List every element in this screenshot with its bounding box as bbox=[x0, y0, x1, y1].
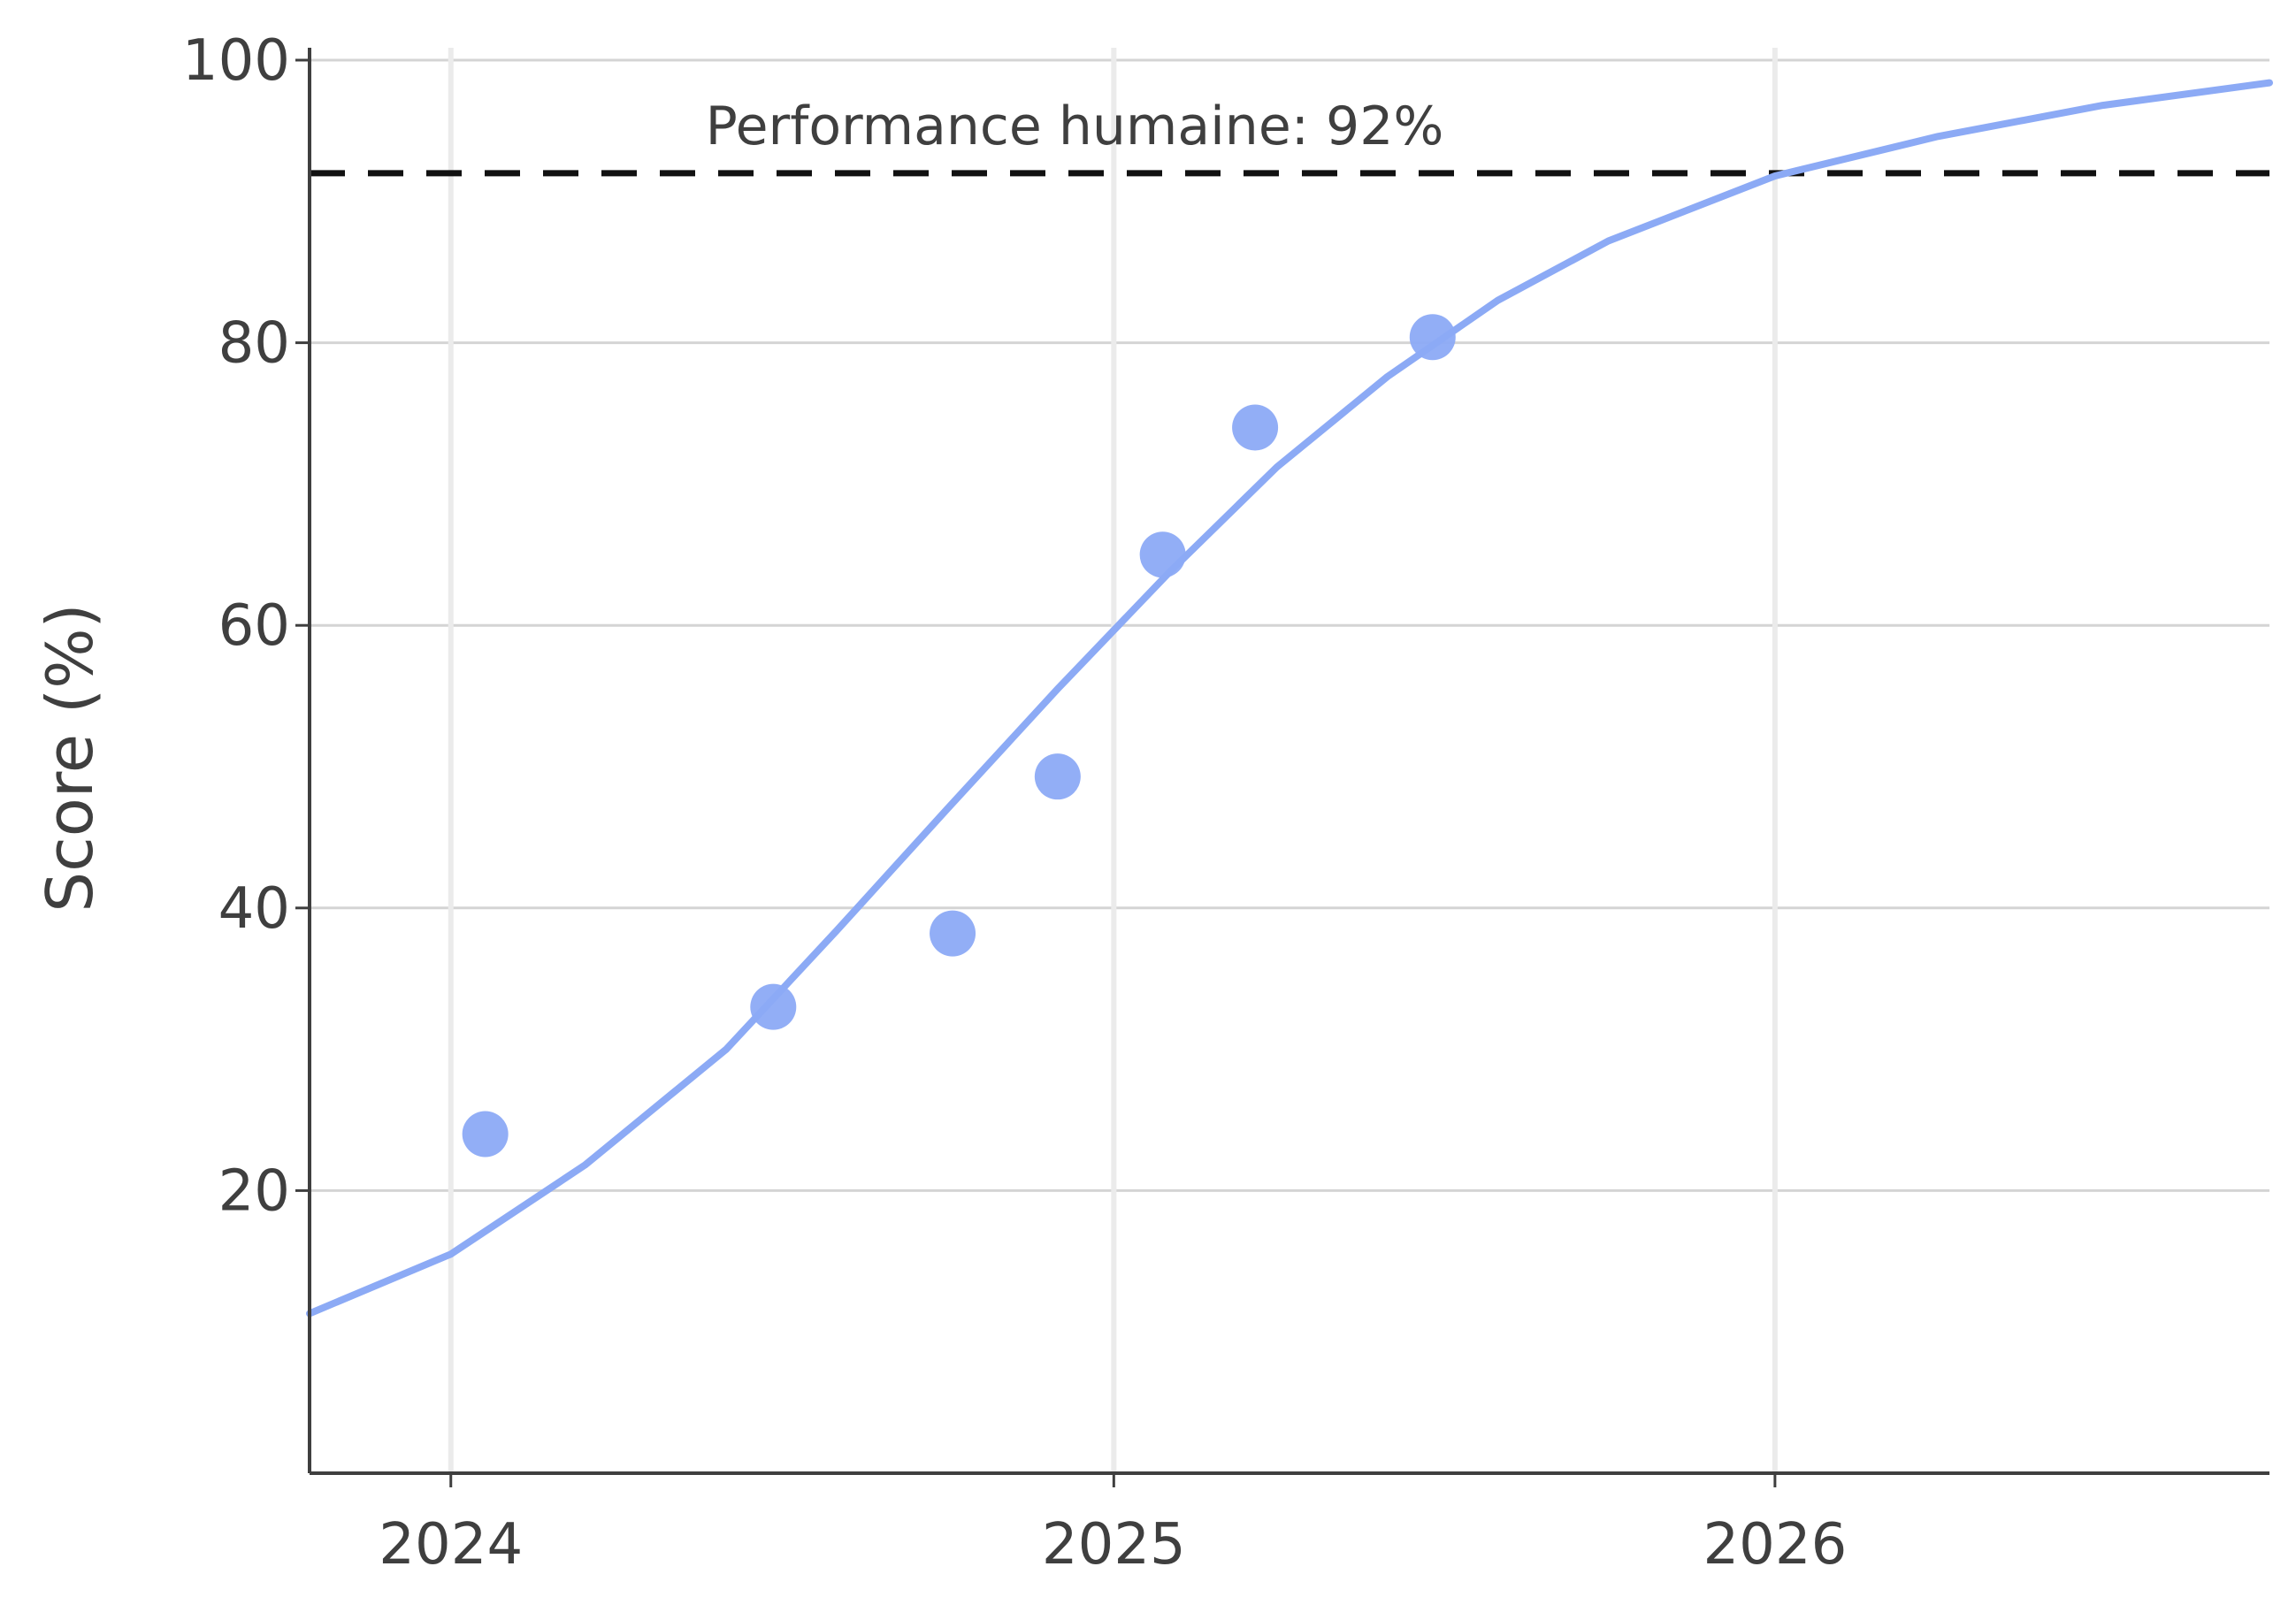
data-point bbox=[1409, 314, 1456, 361]
y-tick-label: 80 bbox=[218, 311, 290, 377]
data-point bbox=[1139, 531, 1186, 578]
y-tick-label: 60 bbox=[218, 593, 290, 659]
data-point bbox=[1232, 404, 1279, 451]
reference-line-label: Performance humaine: 92% bbox=[706, 96, 1444, 157]
y-axis-title: Score (%) bbox=[33, 603, 107, 912]
data-point bbox=[930, 910, 976, 957]
x-tick-label: 2024 bbox=[379, 1512, 523, 1578]
data-points-group bbox=[462, 314, 1456, 1158]
trend-line-group bbox=[306, 79, 2273, 1318]
data-point bbox=[462, 1111, 509, 1158]
trend-line bbox=[306, 79, 2273, 1318]
tick-labels: 20 40 60 80 100 2024 2025 2026 bbox=[182, 28, 1847, 1578]
x-tick-label: 2026 bbox=[1703, 1512, 1847, 1578]
axes bbox=[308, 48, 2269, 1475]
y-tick-label: 20 bbox=[218, 1158, 290, 1224]
x-tick-label: 2025 bbox=[1042, 1512, 1186, 1578]
data-point bbox=[1034, 753, 1081, 800]
data-point bbox=[750, 983, 797, 1030]
grid bbox=[295, 48, 2269, 1487]
y-tick-label: 40 bbox=[218, 876, 290, 942]
y-tick-label: 100 bbox=[182, 28, 290, 94]
